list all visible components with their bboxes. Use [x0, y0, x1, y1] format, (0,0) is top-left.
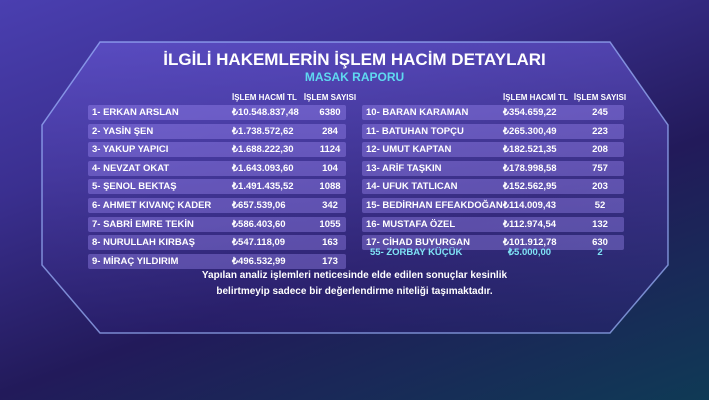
name: 17- CİHAD BUYURGAN — [366, 237, 470, 249]
title: İLGİLİ HAKEMLERİN İŞLEM HACİM DETAYLARI — [163, 50, 546, 69]
count: 1124 — [319, 144, 341, 156]
amount: ₺1.643.093,60 — [232, 162, 294, 174]
row-bg — [362, 123, 624, 139]
footnote: belirtmeyip sadece bir değerlendirme nit… — [216, 286, 493, 297]
row-bg — [88, 216, 346, 232]
row-bg — [88, 142, 346, 158]
highlight-amount: ₺5.000,00 — [508, 247, 552, 258]
name: 6- AHMET KIVANÇ KADER — [92, 200, 212, 211]
count: 6380 — [319, 107, 341, 118]
name: 7- SABRİ EMRE TEKİN — [92, 218, 194, 230]
name: 13- ARİF TAŞKIN — [366, 162, 442, 174]
row-bg — [362, 216, 624, 232]
highlight-count: 2 — [597, 247, 603, 258]
row-bg — [88, 123, 346, 139]
amount: ₺1.688.222,30 — [232, 144, 294, 156]
name: 11- BATUHAN TOPÇU — [366, 125, 464, 137]
amount: ₺1.491.435,52 — [232, 181, 294, 193]
amount: ₺354.659,22 — [503, 107, 557, 118]
amount: ₺152.562,95 — [503, 181, 557, 193]
row-bg — [88, 160, 346, 176]
row-bg — [362, 105, 624, 120]
row-bg — [88, 179, 346, 195]
count: 1088 — [319, 181, 341, 193]
count: 223 — [592, 125, 608, 137]
column-header: İŞLEM SAYISI — [303, 93, 357, 102]
name: 3- YAKUP YAPICI — [92, 144, 169, 156]
count: 1055 — [319, 218, 341, 230]
amount: ₺496.532,99 — [232, 255, 286, 267]
name: 14- UFUK TATLICAN — [366, 181, 458, 193]
row-bg — [88, 198, 346, 213]
name: 8- NURULLAH KIRBAŞ — [92, 237, 195, 249]
row-bg — [362, 235, 624, 251]
count: 132 — [592, 218, 608, 230]
column-header: İŞLEM SAYISI — [573, 93, 627, 102]
row-bg — [88, 235, 346, 251]
name: 9- MİRAÇ YILDIRIM — [92, 255, 179, 267]
amount: ₺547.118,09 — [232, 237, 286, 249]
row-bg — [362, 142, 624, 158]
amount: ₺586.403,60 — [232, 218, 286, 230]
row-bg — [88, 105, 346, 120]
amount: ₺657.539,06 — [232, 200, 286, 211]
subtitle: MASAK RAPORU — [304, 70, 405, 84]
name: 10- BARAN KARAMAN — [366, 107, 469, 118]
amount: ₺178.998,58 — [503, 162, 557, 174]
highlight-name: 55- ZORBAY KÜÇÜK — [370, 247, 463, 258]
row-bg — [362, 198, 624, 213]
name: 2- YASİN ŞEN — [92, 125, 154, 137]
amount: ₺10.548.837,48 — [232, 107, 299, 118]
name: 4- NEVZAT OKAT — [92, 162, 170, 174]
count: 163 — [322, 237, 338, 249]
count: 630 — [592, 237, 608, 249]
name: 16- MUSTAFA ÖZEL — [366, 218, 456, 230]
name: 1- ERKAN ARSLAN — [92, 107, 179, 118]
count: 203 — [592, 181, 608, 193]
amount: ₺1.738.572,62 — [232, 125, 294, 137]
count: 208 — [592, 144, 608, 156]
footnote: Yapılan analiz işlemleri neticesinde eld… — [201, 270, 508, 281]
row-bg — [88, 253, 346, 269]
count: 104 — [322, 162, 338, 174]
amount: ₺114.009,43 — [503, 200, 557, 211]
panel-shape — [41, 41, 669, 334]
name: 5- ŞENOL BEKTAŞ — [92, 181, 177, 193]
row-bg — [362, 179, 624, 195]
amount: ₺265.300,49 — [503, 125, 557, 137]
count: 284 — [322, 125, 338, 137]
amount: ₺112.974,54 — [503, 218, 557, 230]
amount: ₺182.521,35 — [503, 144, 557, 156]
count: 52 — [594, 200, 606, 211]
count: 757 — [592, 162, 608, 174]
column-header: İŞLEM HACMİ TL — [232, 93, 297, 102]
count: 173 — [322, 255, 338, 267]
name: 15- BEDİRHAN EFEAKDOĞAN — [366, 200, 503, 211]
name: 12- UMUT KAPTAN — [366, 144, 452, 156]
row-bg — [362, 160, 624, 176]
amount: ₺101.912,78 — [503, 237, 557, 249]
count: 342 — [322, 200, 338, 211]
column-header: İŞLEM HACMİ TL — [503, 93, 568, 102]
count: 245 — [592, 107, 608, 118]
